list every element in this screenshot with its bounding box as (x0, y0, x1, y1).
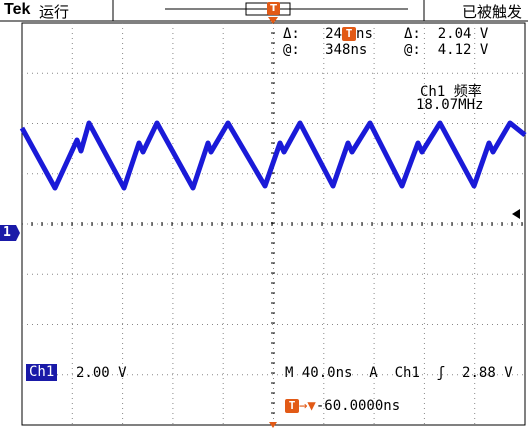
measurement-value: 18.07MHz (416, 97, 484, 113)
ch1-ground-marker[interactable] (0, 225, 16, 241)
delta-volt-readout: Δ: 2.04 V (404, 26, 489, 42)
trigger-badge-icon: T (285, 399, 299, 413)
ch1-waveform (19, 120, 527, 191)
trigger-position-marker[interactable] (267, 2, 280, 24)
graticule-grid (22, 23, 525, 425)
ch1-label[interactable]: Ch1 (26, 364, 58, 381)
trigger-badge-icon: T (342, 27, 357, 41)
record-bar (165, 2, 408, 16)
run-mode-label: 运行 (39, 3, 70, 21)
trigger-status: 已被触发 (461, 3, 522, 21)
trigger-offset-readout: T →▼-60.0000ns (285, 398, 400, 414)
at-volt-readout: @: 4.12 V (404, 42, 489, 58)
at-time-readout: @: 348ns (283, 42, 368, 58)
timebase-readout: M 40.0ns A Ch1 ʃ 2.88 V (285, 365, 513, 381)
trigger-level-arrow[interactable] (512, 209, 520, 219)
trigger-marker-label: T (270, 3, 277, 14)
brand-logo: Tek (4, 1, 31, 18)
center-ticks (21, 22, 523, 424)
ch1-marker-label: 1 (3, 225, 11, 240)
measurement-label: Ch1 频率 (420, 84, 482, 100)
ch1-scale: 2.00 V (76, 365, 127, 381)
rising-edge-icon: ʃ (436, 365, 446, 381)
trigger-bottom-marker (269, 422, 277, 428)
